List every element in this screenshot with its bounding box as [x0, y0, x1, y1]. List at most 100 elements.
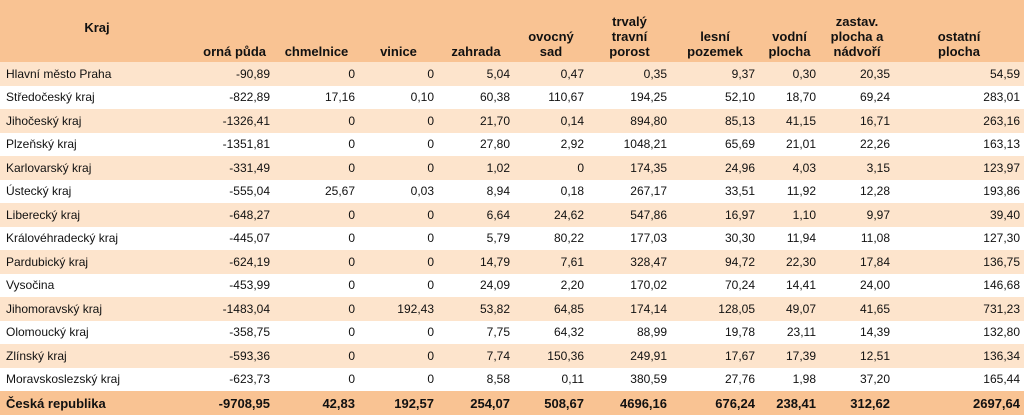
value-cell: 123,97 [983, 160, 1020, 175]
value-cell: 165,44 [983, 372, 1020, 387]
value-cell: 52,10 [724, 90, 755, 105]
column-header: Kraj [0, 0, 194, 62]
value-cell: 193,86 [983, 184, 1020, 199]
value-cell: 267,17 [630, 184, 667, 199]
value-cell: 11,94 [786, 231, 816, 246]
column-header-line: vinice [380, 44, 417, 59]
value-cell: 80,22 [553, 231, 584, 246]
value-cell: 0 [427, 372, 434, 387]
region-name-cell: Královéhradecký kraj [6, 231, 119, 246]
value-cell: 0,18 [560, 184, 584, 199]
value-cell: 14,39 [859, 325, 890, 340]
region-name-cell: Jihočeský kraj [6, 113, 82, 128]
value-cell: 174,14 [630, 301, 667, 316]
value-cell: 127,30 [983, 231, 1020, 246]
total-value-cell: 676,24 [715, 395, 755, 411]
column-header-line: nádvoří [833, 44, 881, 59]
value-cell: 163,13 [983, 137, 1020, 152]
value-cell: 380,59 [630, 372, 667, 387]
region-name-cell: Hlavní město Praha [6, 66, 112, 81]
column-header: zastav. plocha a nádvoří [820, 0, 894, 62]
column-header-line: pozemek [687, 44, 743, 59]
value-cell: 0 [427, 254, 434, 269]
region-name-cell: Pardubický kraj [6, 254, 89, 269]
table-row: Ústecký kraj -555,04 25,67 0,03 8,94 0,18 267,… [0, 179, 1024, 203]
value-cell: 65,69 [724, 137, 755, 152]
value-cell: 4,03 [792, 160, 816, 175]
value-cell: 0 [348, 348, 355, 363]
value-cell: 17,39 [785, 348, 816, 363]
value-cell: 0 [348, 66, 355, 81]
table-row: Jihočeský kraj -1326,41 0 0 21,70 0,14 894,80 8… [0, 109, 1024, 133]
column-header-line: plocha [768, 44, 811, 59]
value-cell: 0,11 [561, 372, 584, 387]
value-cell: 20,35 [859, 66, 890, 81]
value-cell: 27,76 [724, 372, 755, 387]
value-cell: -90,89 [235, 66, 270, 81]
column-header-line: Kraj [84, 20, 110, 35]
value-cell: 0,30 [792, 66, 816, 81]
value-cell: 1,02 [486, 160, 510, 175]
value-cell: 0 [348, 231, 355, 246]
region-name-cell: Vysočina [6, 278, 55, 293]
value-cell: 17,67 [724, 348, 755, 363]
column-header-line: porost [609, 44, 650, 59]
value-cell: 128,05 [718, 301, 755, 316]
value-cell: 70,24 [724, 278, 755, 293]
value-cell: -1326,41 [222, 113, 270, 128]
value-cell: 7,75 [486, 325, 510, 340]
table-row: Hlavní město Praha -90,89 0 0 5,04 0,47 0,35 9,… [0, 62, 1024, 86]
value-cell: -555,04 [229, 184, 270, 199]
column-header-line: zastav. [835, 14, 879, 29]
value-cell: 1,10 [792, 207, 816, 222]
value-cell: 8,58 [486, 372, 510, 387]
value-cell: 60,38 [479, 90, 510, 105]
column-header: trvalý travní porost [588, 0, 671, 62]
value-cell: 24,09 [479, 278, 510, 293]
value-cell: 23,11 [786, 325, 816, 340]
total-value-cell: 2697,64 [973, 395, 1020, 411]
value-cell: 283,01 [983, 90, 1020, 105]
value-cell: 0,35 [643, 66, 667, 81]
region-name-cell: Olomoucký kraj [6, 325, 89, 340]
header-row: Kraj orná půda chmelnice vinice zahrada ovocn… [0, 0, 1024, 62]
table-row: Pardubický kraj -624,19 0 0 14,79 7,61 328,47 9… [0, 250, 1024, 274]
value-cell: 22,30 [785, 254, 816, 269]
value-cell: 24,00 [859, 278, 890, 293]
table-row: Karlovarský kraj -331,49 0 0 1,02 0 174,35 24,9… [0, 156, 1024, 180]
value-cell: 2,92 [560, 137, 584, 152]
value-cell: 0 [427, 231, 434, 246]
value-cell: -453,99 [229, 278, 270, 293]
value-cell: 150,36 [547, 348, 584, 363]
value-cell: 0 [577, 160, 584, 175]
column-header: orná půda [194, 0, 274, 62]
table-row: Olomoucký kraj -358,75 0 0 7,75 64,32 88,99 19,… [0, 320, 1024, 344]
value-cell: 18,70 [785, 90, 816, 105]
value-cell: 2,20 [560, 278, 584, 293]
value-cell: 1048,21 [623, 137, 667, 152]
table-row: Královéhradecký kraj -445,07 0 0 5,79 80,22 17… [0, 226, 1024, 250]
value-cell: 328,47 [630, 254, 667, 269]
column-header-line: zahrada [451, 44, 501, 59]
total-value-cell: 42,83 [322, 395, 355, 411]
table-row: Středočeský kraj -822,89 17,16 0,10 60,38 110… [0, 85, 1024, 109]
value-cell: 69,24 [859, 90, 890, 105]
value-cell: 16,71 [859, 113, 890, 128]
column-header-line: sad [539, 44, 563, 59]
value-cell: 41,65 [859, 301, 890, 316]
column-header: ovocný sad [514, 0, 588, 62]
value-cell: 0 [348, 137, 355, 152]
value-cell: 5,04 [486, 66, 510, 81]
value-cell: 24,62 [553, 207, 584, 222]
column-header: ostatní plocha [894, 0, 1024, 62]
value-cell: 0,03 [410, 184, 434, 199]
value-cell: -445,07 [229, 231, 270, 246]
column-header-line: plocha [938, 44, 980, 59]
region-name-cell: Moravskoslezský kraj [6, 372, 121, 387]
table-row: Jihomoravský kraj -1483,04 0 192,43 53,82 64,… [0, 297, 1024, 321]
value-cell: -822,89 [229, 90, 270, 105]
value-cell: 0 [348, 325, 355, 340]
value-cell: 136,34 [983, 348, 1020, 363]
value-cell: 24,96 [724, 160, 755, 175]
column-header-line: trvalý [612, 14, 647, 29]
